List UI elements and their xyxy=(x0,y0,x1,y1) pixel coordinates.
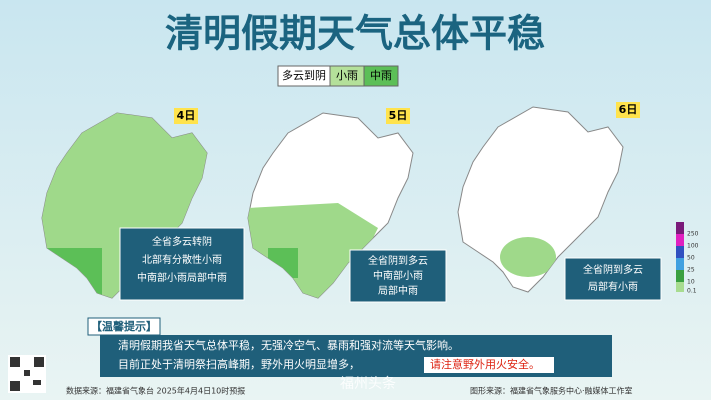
summary-line: 全省多云转阴 xyxy=(152,235,212,248)
qr-code xyxy=(8,355,46,393)
summary-line: 局部有小雨 xyxy=(588,280,638,293)
legend-item: 多云到阴 xyxy=(282,68,326,82)
notice-line: 目前正处于清明祭扫高峰期，野外用火明显增多， xyxy=(118,357,360,371)
scale-label: 10 xyxy=(687,279,695,286)
scale-label: 100 xyxy=(687,243,699,250)
scale-label: 0.1 xyxy=(687,288,697,295)
summaries: 全省多云转阴 北部有分散性小雨 中南部小雨局部中雨 全省阴到多云 中南部小雨 局… xyxy=(119,227,662,303)
date: 4日 xyxy=(177,109,196,122)
legend-item: 中雨 xyxy=(370,69,392,82)
watermark: 福州头条 xyxy=(340,375,396,392)
notice-label: 【温馨提示】 xyxy=(91,319,157,333)
scale-label: 25 xyxy=(687,267,695,274)
notice-line: 清明假期我省天气总体平稳，无强冷空气、暴雨和强对流等天气影响。 xyxy=(118,338,459,352)
summary-line: 北部有分散性小雨 xyxy=(142,253,222,266)
summary-line: 全省阴到多云 xyxy=(583,263,643,276)
notice-highlight: 请注意野外用火安全。 xyxy=(430,357,540,371)
date: 5日 xyxy=(389,109,408,122)
legend: 多云到阴 小雨 中雨 xyxy=(277,65,399,87)
scale-label: 250 xyxy=(687,231,699,238)
color-scale: 250 100 50 25 10 0.1 xyxy=(676,222,699,295)
footer-credit: 图形来源：福建省气象服务中心·融媒体工作室 xyxy=(470,386,633,396)
summary-line: 中南部小雨局部中雨 xyxy=(137,271,227,284)
legend-item: 小雨 xyxy=(336,69,358,82)
summary-line: 全省阴到多云 xyxy=(368,254,428,267)
footer-source: 数据来源：福建省气象台 2025年4月4日10时预报 xyxy=(66,386,245,396)
title: 清明假期天气总体平稳 xyxy=(165,12,545,56)
date-labels: 4日 5日 6日 xyxy=(174,102,640,124)
notice: 【温馨提示】 清明假期我省天气总体平稳，无强冷空气、暴雨和强对流等天气影响。 目… xyxy=(87,317,612,377)
summary-line: 中南部小雨 xyxy=(373,269,423,282)
date: 6日 xyxy=(619,103,638,116)
summary-line: 局部中雨 xyxy=(378,284,418,297)
map xyxy=(457,106,624,293)
scale-label: 50 xyxy=(687,255,695,262)
